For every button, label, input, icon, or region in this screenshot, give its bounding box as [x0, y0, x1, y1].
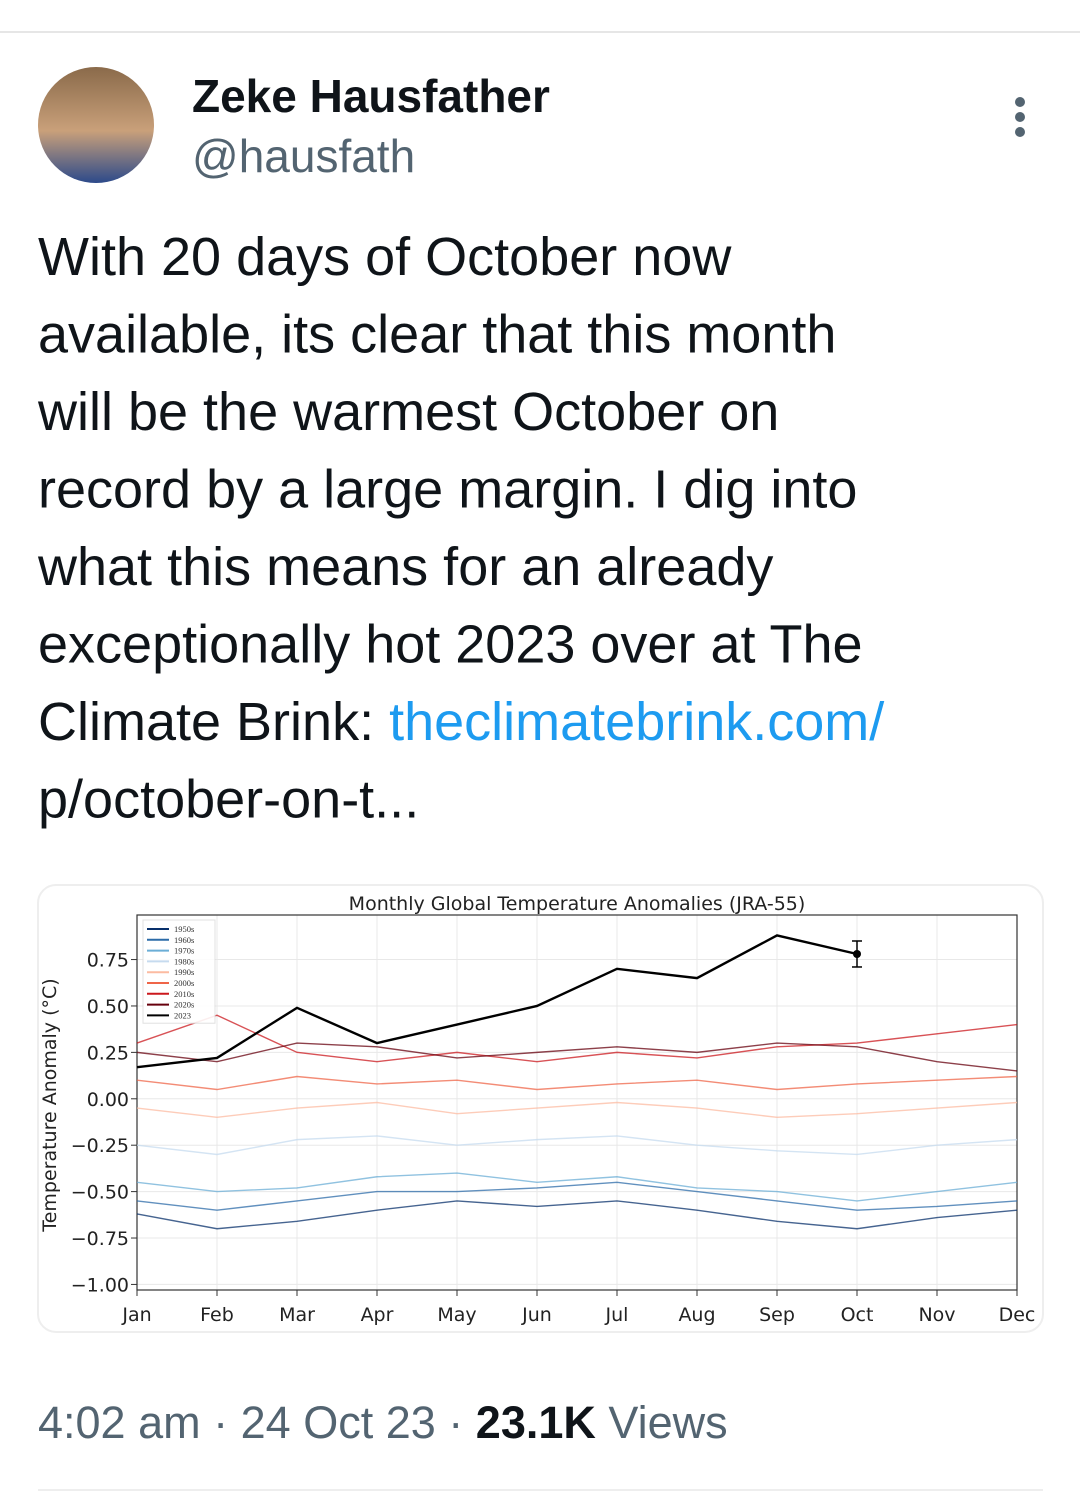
legend-label: 2023 — [174, 1010, 191, 1020]
series-line — [136, 1101, 1018, 1119]
footer-part: Views — [608, 1397, 727, 1448]
y-tick-label: −0.50 — [71, 1182, 129, 1204]
x-tick-label: Sep — [759, 1304, 795, 1326]
series-line — [136, 1135, 1018, 1156]
y-tick-label: 0.25 — [87, 1042, 129, 1064]
x-tick-label: Nov — [918, 1304, 955, 1326]
tweet-link[interactable]: theclimatebrink.com/ — [389, 692, 884, 752]
tweet-line: exceptionally hot 2023 over at The — [38, 615, 863, 675]
y-tick-label: −0.25 — [71, 1135, 129, 1157]
legend-label: 1990s — [174, 967, 194, 977]
y-tick-label: 0.75 — [87, 950, 129, 972]
footer-part: · — [213, 1397, 228, 1448]
tweet-link[interactable]: p/october-on-t... — [38, 770, 419, 830]
y-tick-label: 0.50 — [87, 996, 129, 1018]
legend-label: 1980s — [174, 956, 194, 966]
chart: Monthly Global Temperature Anomalies (JR… — [39, 893, 1035, 1326]
tweet-line: will be the warmest October on — [37, 382, 779, 442]
tweet-span: exceptionally hot 2023 over at The — [38, 615, 863, 675]
x-tick-label: Aug — [678, 1304, 715, 1326]
tweet-line: what this means for an already — [37, 537, 773, 597]
tweet-line: With 20 days of October now — [38, 227, 732, 287]
footer-part: 4:02 am — [38, 1397, 201, 1448]
handle[interactable]: @hausfath — [192, 130, 415, 182]
point-marker — [853, 949, 861, 958]
tweet-span: Climate Brink: — [38, 692, 389, 752]
more-menu[interactable] — [1015, 97, 1025, 137]
x-tick-label: May — [437, 1304, 476, 1326]
series-line — [136, 1042, 1018, 1072]
tweet-text: With 20 days of October now available, it… — [37, 227, 884, 830]
series-line — [136, 1172, 1018, 1202]
footer-part: 23.1K — [476, 1397, 597, 1448]
tweet-line: available, its clear that this month — [38, 305, 836, 365]
dot — [1015, 127, 1025, 137]
avatar[interactable] — [38, 67, 154, 183]
y-tick-label: −1.00 — [71, 1274, 129, 1296]
legend-label: 1970s — [174, 946, 194, 956]
tweet-span: will be the warmest October on — [37, 382, 779, 442]
timestamp-line: 4:02 am · 24 Oct 23 · 23.1K Views — [38, 1397, 728, 1448]
x-tick-label: Dec — [999, 1304, 1036, 1326]
y-tick-label: 0.00 — [87, 1089, 129, 1111]
series-line — [136, 1181, 1018, 1211]
legend-label: 2010s — [174, 989, 194, 999]
dot — [1015, 112, 1025, 122]
footer-part: 24 Oct 23 — [241, 1397, 436, 1448]
x-tick-label: Jul — [605, 1304, 629, 1326]
x-tick-label: Apr — [361, 1304, 394, 1326]
display-name[interactable]: Zeke Hausfather — [192, 70, 550, 122]
tweet-span: what this means for an already — [37, 537, 773, 597]
legend-label: 2020s — [174, 1000, 194, 1010]
tweet-line: record by a large margin. I dig into — [38, 460, 857, 520]
tweet-line: Climate Brink: theclimatebrink.com/ — [38, 692, 884, 752]
dot — [1015, 97, 1025, 107]
footer-part: · — [448, 1397, 463, 1448]
tweet-span: With 20 days of October now — [38, 227, 732, 287]
y-axis-label: Temperature Anomaly (°C) — [39, 978, 61, 1232]
x-tick-label: Jan — [121, 1304, 151, 1326]
y-tick-label: −0.75 — [71, 1228, 129, 1250]
legend-label: 1950s — [174, 924, 194, 934]
legend-label: 1960s — [174, 935, 194, 945]
series-line — [136, 1075, 1018, 1091]
series-line — [136, 1200, 1018, 1230]
tweet-span: record by a large margin. I dig into — [38, 460, 857, 520]
x-tick-label: Jun — [521, 1304, 552, 1326]
x-tick-label: Feb — [200, 1304, 234, 1326]
x-tick-label: Oct — [841, 1304, 874, 1326]
series-line — [136, 934, 858, 1069]
tweet-span: available, its clear that this month — [38, 305, 836, 365]
chart-title: Monthly Global Temperature Anomalies (JR… — [349, 893, 806, 915]
x-tick-label: Mar — [279, 1304, 315, 1326]
legend-label: 2000s — [174, 978, 194, 988]
